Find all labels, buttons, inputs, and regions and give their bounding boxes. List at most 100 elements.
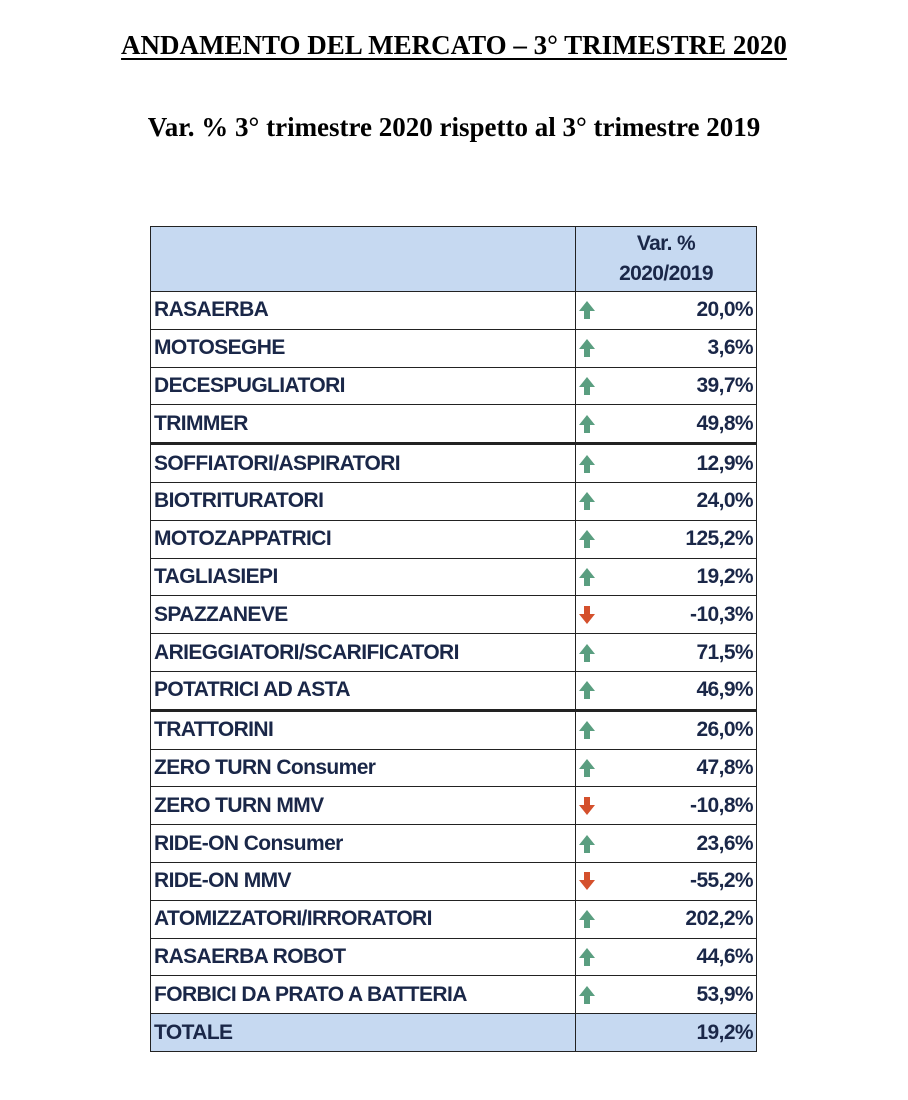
arrow-up [579,492,595,511]
value-cell: 23,6% [602,824,757,863]
category-cell: SPAZZANEVE [150,595,576,635]
arrow-shape [579,985,595,1004]
value-cell: 46,9% [602,670,757,711]
trend-cell [575,557,602,597]
trend-cell [575,975,602,1015]
category-cell: POTATRICI AD ASTA [150,670,576,711]
trend-cell [575,366,602,406]
arrow-down [579,796,595,815]
category-cell: TAGLIASIEPI [150,557,576,597]
arrow-shape [579,910,595,929]
category-cell: MOTOSEGHE [150,328,576,368]
category-cell: RIDE-ON MMV [150,861,576,901]
trend-cell [575,708,602,750]
table-row: SPAZZANEVE -10,3% [150,595,757,635]
arrow-up [579,681,595,700]
arrow-up [579,910,595,929]
trend-cell [575,481,602,521]
table-row: DECESPUGLIATORI 39,7% [150,366,757,406]
value-cell: 39,7% [602,366,757,406]
arrow-up [579,643,595,662]
category-cell: ARIEGGIATORI/SCARIFICATORI [150,633,576,672]
arrow-shape [579,721,595,740]
arrow-shape [579,834,595,853]
trend-cell [575,786,602,826]
trend-cell [575,291,602,330]
table-header: Var. % 2020/2019 [150,226,757,292]
value-cell: 125,2% [602,519,757,559]
arrow-up [579,376,595,395]
value-cell: 19,2% [602,557,757,597]
category-cell: TRIMMER [150,404,576,445]
total-label: TOTALE [150,1013,576,1052]
trend-cell [575,328,602,368]
arrow-shape [579,796,595,815]
arrow-up [579,834,595,853]
header-row: Var. % 2020/2019 [150,226,757,292]
value-cell: 49,8% [602,404,757,445]
trend-cell [575,633,602,672]
value-cell: -10,8% [602,786,757,826]
arrow-up [579,985,595,1004]
table-row: POTATRICI AD ASTA 46,9% [150,670,757,711]
arrow-down [579,872,595,891]
arrow-up [579,947,595,966]
arrow-shape [579,643,595,662]
value-cell: 12,9% [602,442,757,483]
arrow-shape [579,605,595,624]
total-row: TOTALE 19,2% [150,1013,757,1052]
arrow-shape [579,530,595,549]
category-cell: ZERO TURN Consumer [150,748,576,788]
category-cell: ZERO TURN MMV [150,786,576,826]
arrow-up [579,721,595,740]
trend-cell [575,595,602,635]
total-arrow-cell [575,1013,602,1052]
arrow-shape [579,872,595,891]
arrow-shape [579,414,595,433]
header-line: Var. % [636,232,696,255]
arrow-shape [579,758,595,777]
arrow-up [579,567,595,586]
table-row: SOFFIATORI/ASPIRATORI 12,9% [150,442,757,483]
table-row: ATOMIZZATORI/IRRORATORI 202,2% [150,899,757,939]
table-row: BIOTRITURATORI 24,0% [150,481,757,521]
arrow-shape [579,454,595,473]
arrow-shape [579,301,595,320]
table-row: FORBICI DA PRATO A BATTERIA 53,9% [150,975,757,1015]
value-cell: 24,0% [602,481,757,521]
arrow-up [579,530,595,549]
arrow-up [579,339,595,358]
trend-cell [575,861,602,901]
arrow-shape [579,567,595,586]
category-cell: RASAERBA ROBOT [150,937,576,977]
category-cell: ATOMIZZATORI/IRRORATORI [150,899,576,939]
trend-cell [575,937,602,977]
column-header: Var. % 2020/2019 [575,226,757,292]
table-row: TAGLIASIEPI 19,2% [150,557,757,597]
category-cell: TRATTORINI [150,708,576,750]
category-cell: RASAERBA [150,291,576,330]
category-cell: RIDE-ON Consumer [150,824,576,863]
trend-cell [575,404,602,445]
table-row: ZERO TURN MMV -10,8% [150,786,757,826]
value-cell: 71,5% [602,633,757,672]
arrow-shape [579,681,595,700]
empty-header-cell [150,226,576,292]
trend-cell [575,519,602,559]
value-cell: 20,0% [602,291,757,330]
arrow-shape [579,492,595,511]
table-row: TRIMMER 49,8% [150,404,757,445]
arrow-down [579,605,595,624]
table-row: RIDE-ON Consumer 23,6% [150,824,757,863]
title: ANDAMENTO DEL MERCATO – 3° TRIMESTRE 202… [121,30,787,60]
table-row: MOTOZAPPATRICI 125,2% [150,519,757,559]
trend-cell [575,670,602,711]
category-cell: MOTOZAPPATRICI [150,519,576,559]
value-cell: 53,9% [602,975,757,1015]
category-cell: BIOTRITURATORI [150,481,576,521]
total-value: 19,2% [602,1013,757,1052]
header-line: 2020/2019 [619,262,713,285]
arrow-up [579,758,595,777]
